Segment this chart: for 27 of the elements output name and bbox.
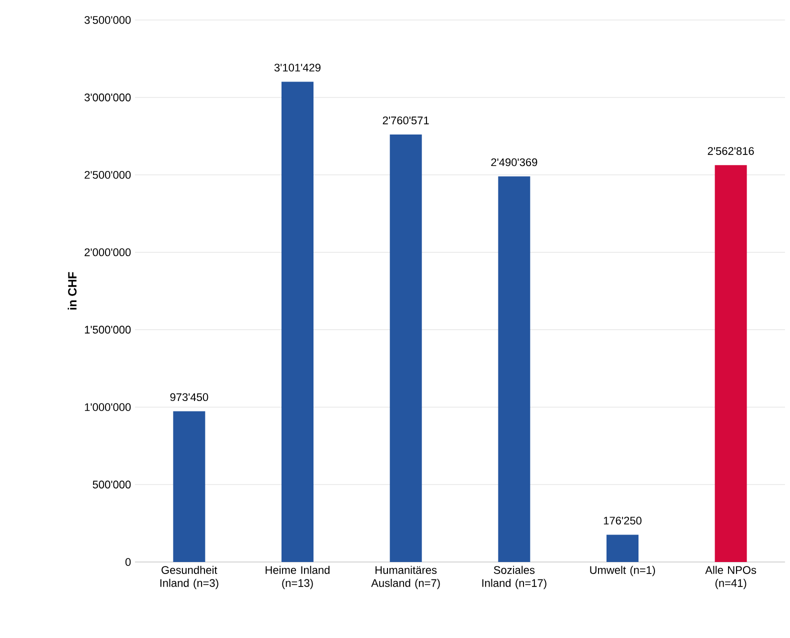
y-tick-label: 0 (125, 558, 131, 566)
x-tick-label: Umwelt (n=1) (590, 566, 655, 576)
x-tick-label: Soziales Inland (n=17) (482, 566, 546, 590)
data-label: 2'490'369 (491, 158, 538, 166)
data-label: 2'760'571 (382, 116, 429, 124)
y-axis-title: in CHF (68, 272, 77, 310)
y-tick-label: 1'000'000 (84, 403, 131, 412)
bar (606, 534, 639, 562)
data-label: 3'101'429 (274, 64, 320, 72)
x-tick-label: Gesundheit Inland (n=3) (160, 566, 218, 590)
bar (282, 82, 314, 562)
data-label: 973'450 (170, 393, 208, 402)
x-tick-label: Heime Inland (n=13) (266, 566, 330, 590)
y-tick-label: 3'500'000 (84, 16, 131, 24)
y-tick-label: 2'500'000 (84, 170, 131, 179)
y-tick-label: 1'500'000 (84, 326, 131, 334)
bar (714, 165, 747, 562)
bar (498, 176, 530, 562)
y-tick-label: 3'000'000 (84, 94, 131, 102)
data-label: 176'250 (604, 516, 642, 525)
bar (173, 411, 206, 562)
y-tick-label: 2'000'000 (84, 248, 131, 256)
bar (390, 134, 422, 562)
x-tick-label: Alle NPOs (n=41) (705, 566, 756, 590)
data-label: 2'562'816 (708, 147, 754, 155)
y-tick-label: 500'000 (92, 480, 131, 488)
x-tick-label: Humanitäres Ausland (n=7) (371, 566, 440, 590)
